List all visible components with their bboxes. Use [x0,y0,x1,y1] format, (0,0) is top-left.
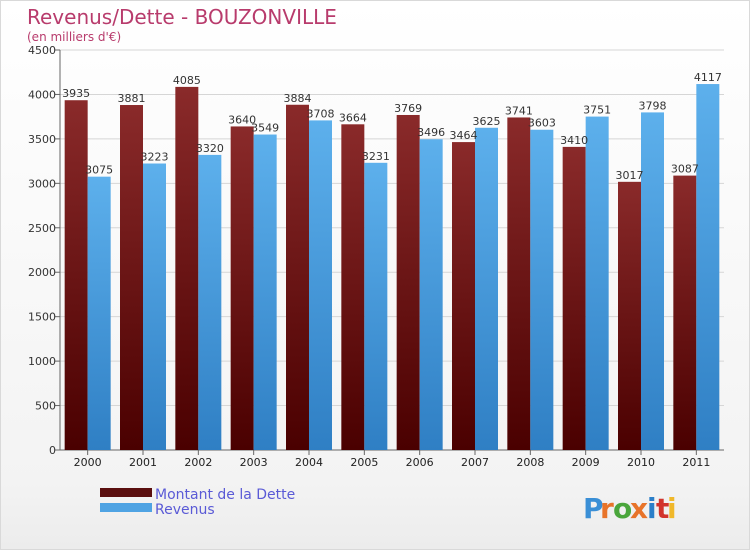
y-tick-label: 0 [49,444,56,457]
data-label-revenus-2005: 3231 [362,150,390,163]
bar-dette-2009 [562,146,586,450]
logo-letter: P [583,492,604,525]
bar-revenus-2006 [419,139,443,450]
data-label-dette-2008: 3741 [505,104,533,117]
chart-title: Revenus/Dette - BOUZONVILLE [27,5,337,29]
legend-swatch-dette [100,488,152,497]
y-tick-label: 2500 [28,222,56,235]
x-tick-label-2004: 2004 [295,456,323,469]
data-label-revenus-2007: 3625 [473,115,501,128]
x-tick-label-2003: 2003 [240,456,268,469]
y-tick-label: 1500 [28,311,56,324]
legend-label-revenus: Revenus [155,502,215,518]
y-tick-label: 4500 [28,44,56,57]
data-label-dette-2010: 3017 [616,169,644,182]
data-label-dette-2003: 3640 [228,113,256,126]
bar-dette-2008 [507,117,531,450]
logo-letter: o [613,492,632,525]
x-tick-label-2009: 2009 [572,456,600,469]
logo-letter: t [656,492,669,525]
data-label-revenus-2011: 4117 [694,71,722,84]
bar-revenus-2005 [364,162,388,451]
bar-dette-2003 [230,126,254,450]
bar-revenus-2003 [253,134,277,451]
data-label-dette-2001: 3881 [118,92,146,105]
y-tick-label: 4000 [28,88,56,101]
bar-revenus-2007 [475,127,498,451]
data-label-dette-2011: 3087 [671,163,699,176]
data-label-revenus-2009: 3751 [583,104,611,117]
legend-label-dette: Montant de la Dette [155,487,295,503]
x-tick-label-2007: 2007 [461,456,489,469]
bar-dette-2005 [341,124,365,451]
chart-subtitle: (en milliers d'€) [27,30,121,44]
y-tick-label: 1000 [28,355,56,368]
bar-dette-2001 [120,105,143,451]
x-tick-label-2000: 2000 [74,456,102,469]
x-tick-label-2002: 2002 [184,456,212,469]
logo-letter: i [647,492,657,525]
bar-dette-2004 [286,104,309,450]
logo-letter: r [600,492,614,525]
bar-revenus-2004 [309,120,332,451]
data-label-revenus-2006: 3496 [417,126,445,139]
data-label-dette-2007: 3464 [450,129,478,142]
bar-revenus-2000 [87,176,111,450]
y-tick-label: 500 [35,400,56,413]
bar-revenus-2008 [530,129,554,450]
data-label-revenus-2003: 3549 [251,122,279,135]
data-label-dette-2002: 4085 [173,74,201,87]
bar-dette-2011 [673,175,697,450]
data-label-revenus-2010: 3798 [639,99,667,112]
bar-revenus-2001 [143,163,166,450]
data-label-dette-2009: 3410 [560,134,588,147]
grid [59,49,724,451]
proxiti-logo: Pr oxi ti [583,492,677,525]
logo-letter: x [630,492,648,525]
x-tick-label-2008: 2008 [516,456,544,469]
bar-revenus-2010 [641,112,664,451]
data-label-dette-2000: 3935 [62,87,90,100]
data-label-revenus-2002: 3320 [196,142,224,155]
bar-revenus-2002 [198,154,222,450]
y-tick-label: 3500 [28,133,56,146]
x-tick-label-2006: 2006 [406,456,434,469]
y-axis-ticks: 0 500 1000 1500 2000 2500 3000 3500 4000 4500 [28,44,60,457]
x-tick-label-2010: 2010 [627,456,655,469]
x-tick-label-2011: 2011 [682,456,710,469]
x-tick-label-2005: 2005 [350,456,378,469]
bar-dette-2007 [452,142,475,451]
y-tick-label: 2000 [28,266,56,279]
data-label-revenus-2001: 3223 [141,151,169,164]
logo-letter: i [667,492,677,525]
legend: Montant de la Dette Revenus [100,487,295,518]
bar-dette-2006 [396,114,420,450]
data-label-dette-2005: 3664 [339,111,367,124]
data-label-revenus-2000: 3075 [85,164,113,177]
bar-revenus-2009 [585,116,609,451]
bar-dette-2000 [64,100,88,450]
data-label-dette-2004: 3884 [284,92,312,105]
bar-dette-2010 [618,181,641,451]
data-label-dette-2006: 3769 [394,102,422,115]
data-label-revenus-2008: 3603 [528,117,556,130]
x-tick-label-2001: 2001 [129,456,157,469]
legend-swatch-revenus [100,503,152,512]
x-axis-ticks: 2000 2001 2002 2003 2004 2005 2006 2007 2008 2009… [74,450,710,469]
bars [64,84,720,451]
bar-revenus-2011 [696,84,720,451]
bar-dette-2002 [175,86,199,450]
data-label-revenus-2004: 3708 [307,107,335,120]
y-tick-label: 3000 [28,177,56,190]
